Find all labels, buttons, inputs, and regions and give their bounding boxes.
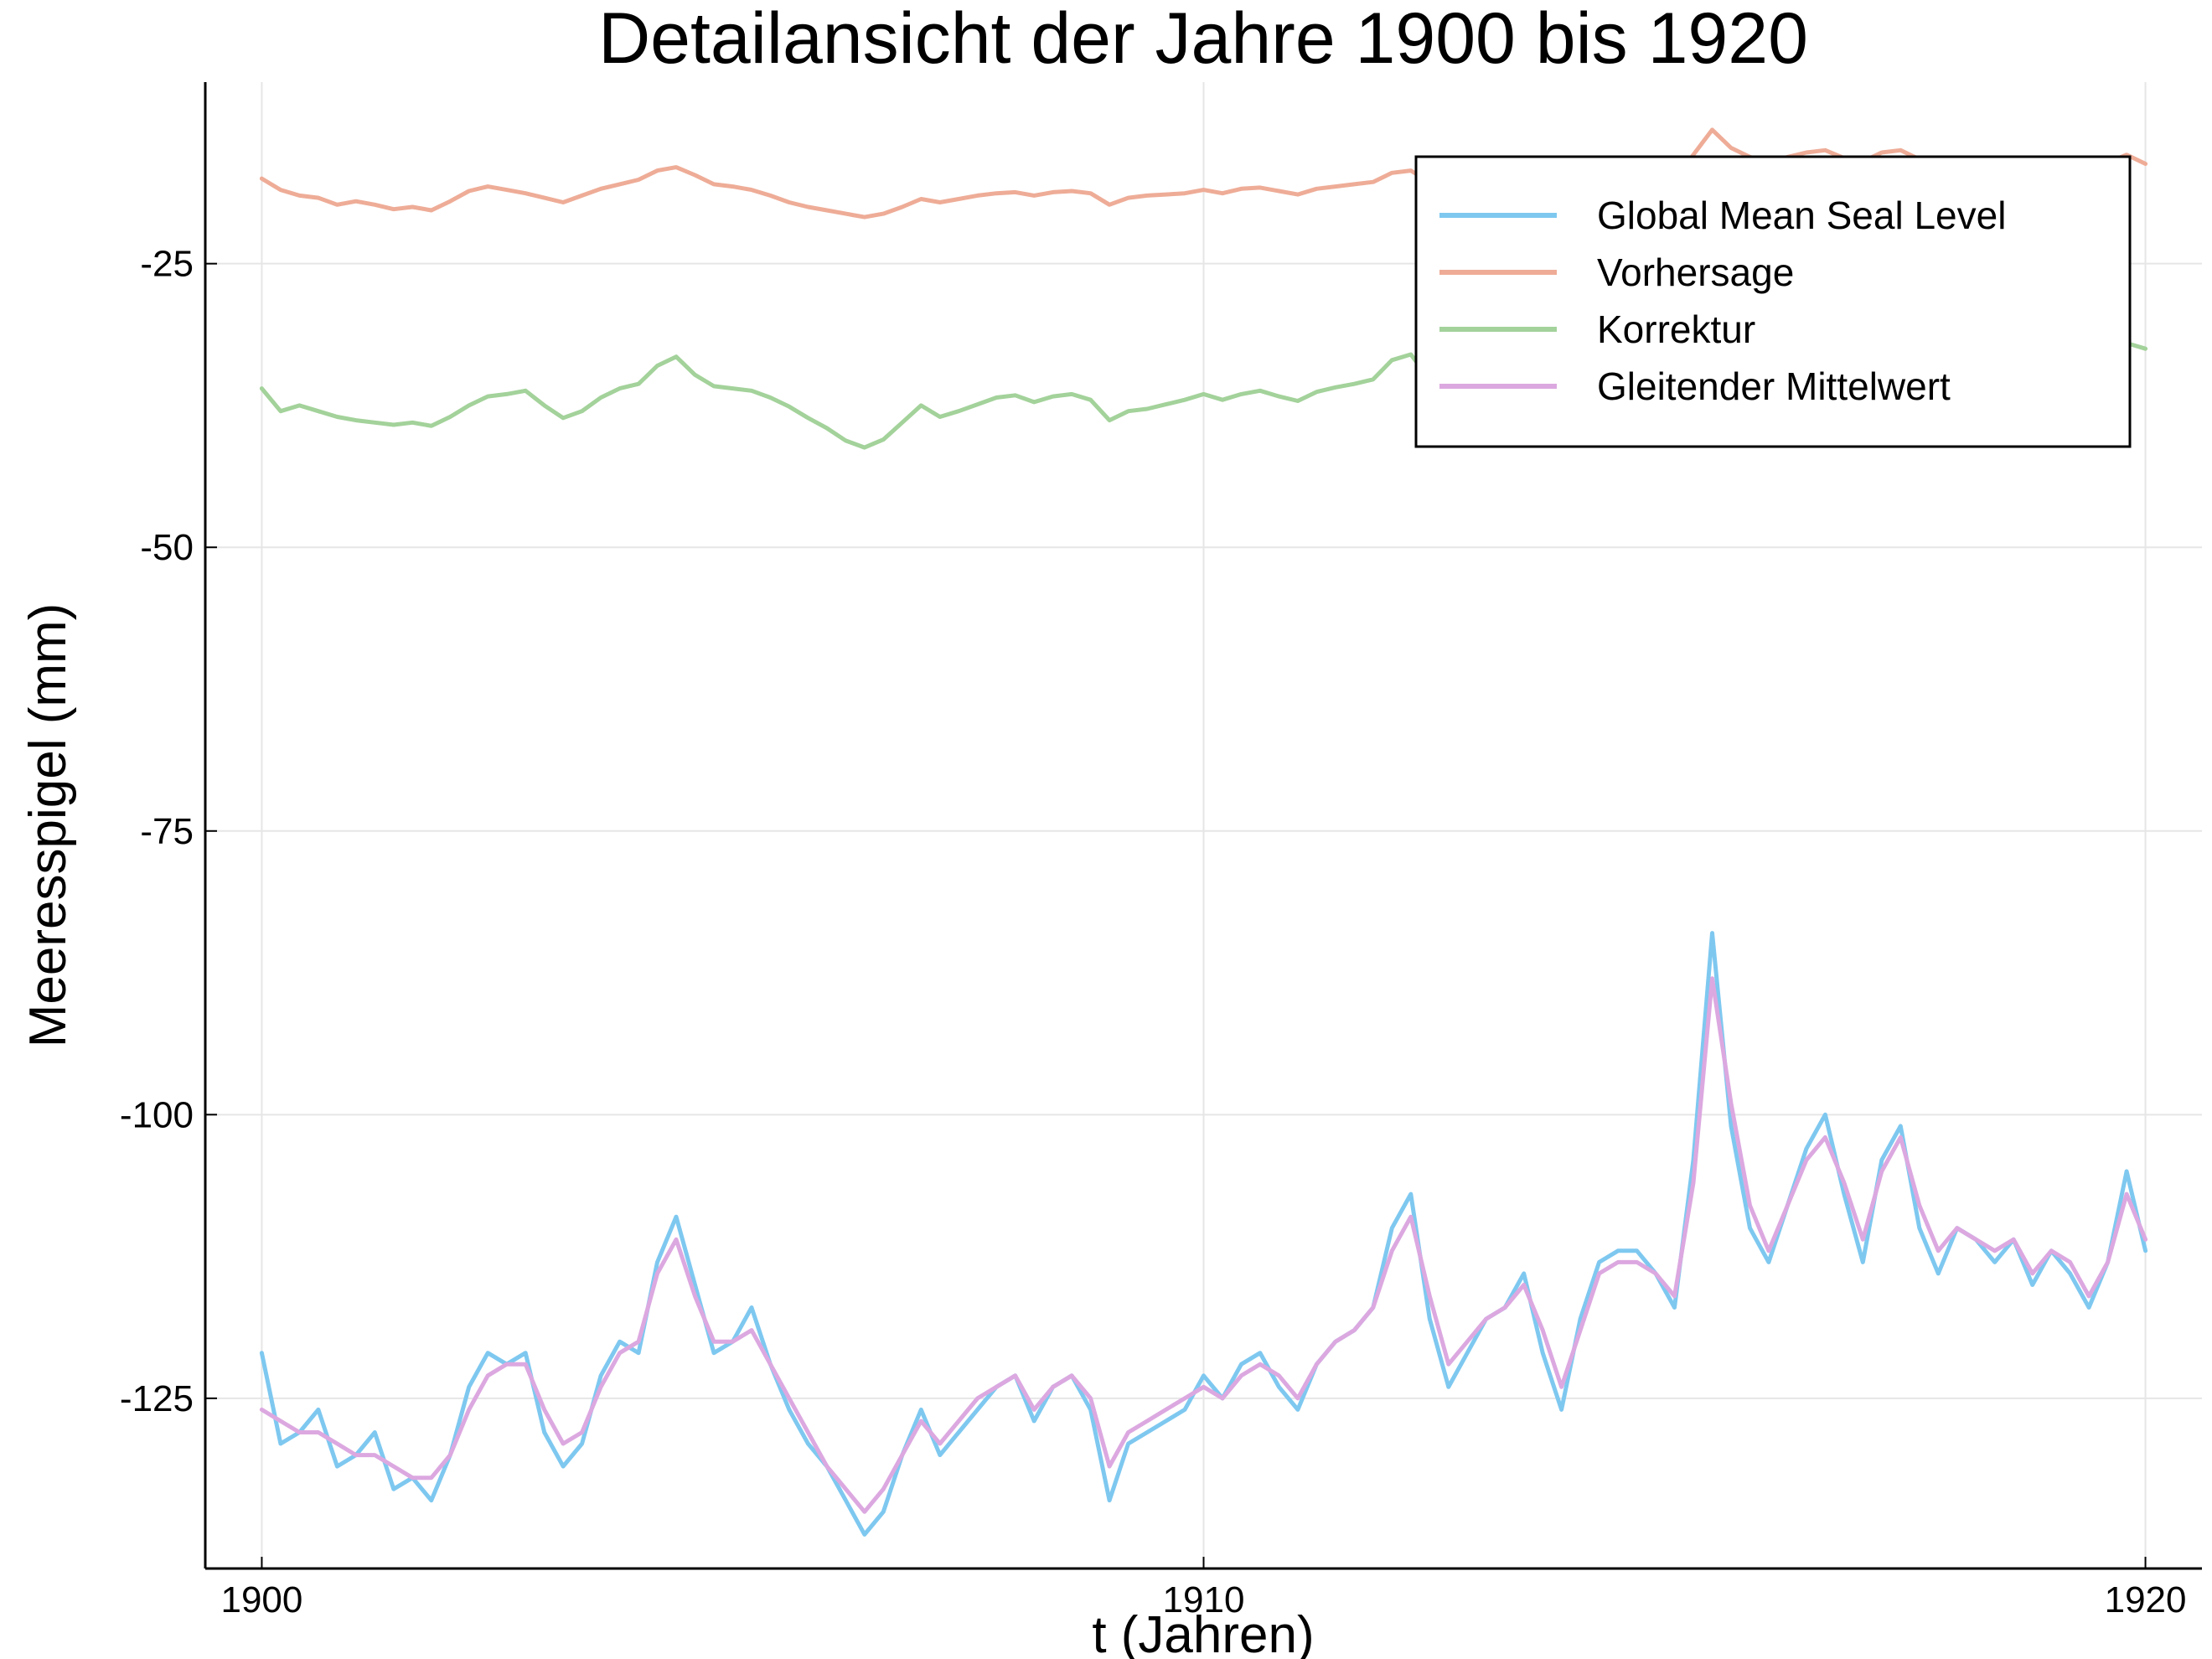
series-line-1 (259, 931, 2148, 1537)
y-tick-label: -75 (140, 811, 194, 852)
x-tick-label: 1900 (220, 1579, 302, 1620)
y-tick-label: -100 (120, 1094, 194, 1135)
y-axis-label: Meeresspigel (mm) (19, 603, 77, 1048)
legend-box (1414, 155, 2132, 448)
legend: Global Mean Seal Level Vorhersage Korrektu… (1414, 155, 2132, 448)
series-line-2 (259, 127, 2148, 220)
legend-label-2: Vorhersage (1597, 251, 1794, 294)
y-tick-label: -125 (120, 1378, 194, 1419)
x-axis-label: t (Jahren) (1092, 1606, 1314, 1659)
legend-label-3: Korrektur (1597, 308, 1755, 351)
series-line-4 (259, 976, 2148, 1514)
legend-label-1: Global Mean Seal Level (1597, 194, 2006, 237)
chart-title: Detailansicht der Jahre 1900 bis 1920 (598, 0, 1808, 79)
legend-label-4: Gleitender Mittelwert (1597, 364, 1951, 408)
ticks: 1900 1910 1920 -25 -50 -75 -100 -125 (120, 244, 2187, 1620)
y-tick-label: -50 (140, 527, 194, 568)
x-tick-label: 1910 (1163, 1579, 1245, 1620)
y-tick-label: -25 (140, 244, 194, 285)
x-tick-label: 1920 (2105, 1579, 2187, 1620)
